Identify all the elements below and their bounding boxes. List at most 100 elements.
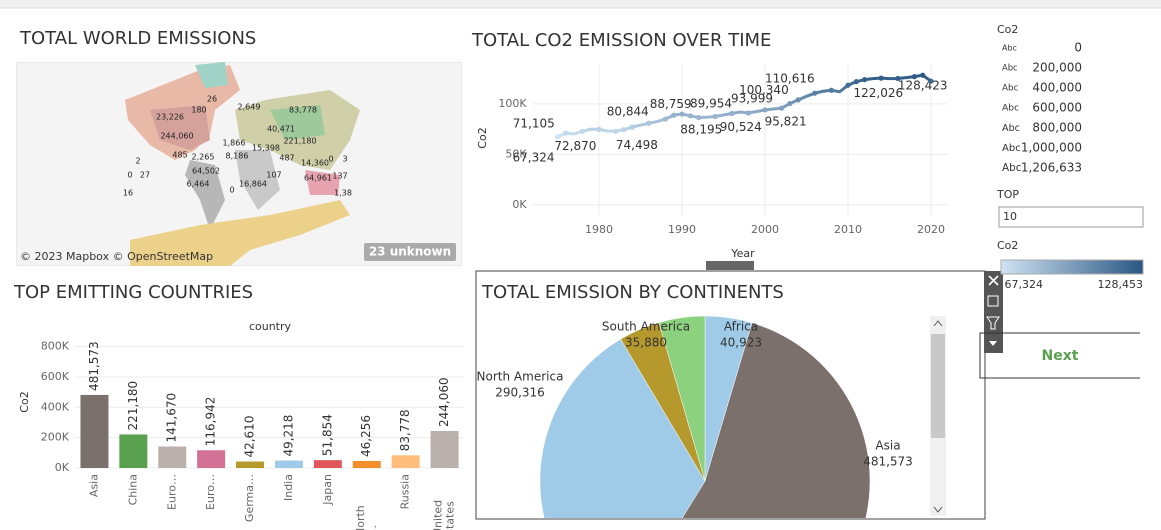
point bbox=[845, 82, 851, 88]
x-tick-label: 2010 bbox=[834, 223, 862, 236]
filter-icon[interactable] bbox=[986, 316, 1000, 330]
unknown-badge-text[interactable]: 23 unknown bbox=[369, 245, 451, 259]
slice-value: 40,923 bbox=[720, 336, 762, 350]
next-button[interactable]: Next bbox=[979, 332, 1140, 379]
size-legend-value: 0 bbox=[1074, 41, 1082, 55]
size-legend-marker: Abc bbox=[1002, 162, 1022, 174]
land bbox=[185, 160, 225, 230]
map-label: 137 bbox=[332, 172, 347, 181]
size-legend-value: 1,000,000 bbox=[1021, 141, 1082, 155]
slice-label: North America bbox=[477, 370, 564, 384]
point bbox=[862, 77, 868, 83]
top-input[interactable] bbox=[998, 206, 1144, 228]
land bbox=[305, 170, 340, 195]
point bbox=[812, 90, 818, 96]
bar bbox=[352, 460, 381, 468]
y-axis-title: Co2 bbox=[476, 127, 489, 148]
close-icon[interactable] bbox=[988, 275, 999, 286]
data-label: 244,060 bbox=[437, 377, 451, 427]
size-legend-value: 1,206,633 bbox=[1021, 161, 1082, 175]
size-legend: Abc 0 Abc 200,000 Abc 400,000 Abc 600,000 Abc 800… bbox=[1002, 41, 1082, 175]
land bbox=[195, 62, 228, 88]
data-label: 88,759 bbox=[650, 97, 692, 111]
point bbox=[679, 111, 685, 117]
map-label: 26 bbox=[207, 95, 217, 104]
line bbox=[556, 73, 932, 139]
data-label: 90,524 bbox=[720, 120, 762, 134]
map-label: 14,360 bbox=[301, 159, 329, 168]
top-input-value[interactable]: 10 bbox=[1003, 210, 1017, 223]
size-legend-marker: Abc bbox=[1002, 84, 1019, 94]
x-tick-label: Germa… bbox=[243, 474, 256, 522]
y-tick-label: 100K bbox=[498, 97, 527, 110]
x-tick-label: Russia bbox=[399, 474, 412, 509]
data-label: 481,573 bbox=[87, 341, 101, 391]
land bbox=[130, 200, 350, 266]
data-label: 116,942 bbox=[204, 397, 218, 447]
map-label: 6,464 bbox=[187, 180, 210, 189]
y-axis-title: Co2 bbox=[18, 391, 31, 412]
top-strip bbox=[0, 0, 1161, 8]
bar-title: TOP EMITTING COUNTRIES bbox=[13, 282, 253, 303]
map-label: 221,180 bbox=[283, 137, 316, 146]
y-tick-label: 400K bbox=[41, 400, 70, 413]
x-tick-label: 1990 bbox=[668, 223, 696, 236]
x-tick-label: India bbox=[282, 474, 295, 501]
map-label: 40,471 bbox=[267, 125, 295, 134]
point bbox=[563, 130, 569, 136]
x-tick-label: Japan bbox=[321, 474, 334, 506]
menu-icon[interactable] bbox=[989, 341, 997, 346]
size-legend-marker: Abc bbox=[1002, 44, 1017, 53]
popout-icon[interactable] bbox=[987, 295, 999, 307]
size-legend-value: 200,000 bbox=[1032, 61, 1082, 75]
bar bbox=[197, 450, 226, 468]
size-legend-title: Co2 bbox=[997, 23, 1018, 36]
map-label: 64,502 bbox=[192, 167, 220, 176]
scroll-down[interactable] bbox=[933, 506, 943, 513]
data-label: 88,195 bbox=[680, 122, 722, 136]
y-tick-label: 600K bbox=[41, 370, 70, 383]
map-label: 1,38 bbox=[334, 189, 352, 198]
point bbox=[878, 75, 884, 81]
color-legend-labels: 67,324 bbox=[1005, 278, 1044, 291]
size-legend-marker: Abc bbox=[1002, 143, 1021, 154]
map-label: 2 bbox=[135, 157, 140, 166]
next-button-border bbox=[979, 332, 1140, 379]
point bbox=[729, 110, 735, 117]
bar bbox=[80, 394, 109, 468]
scroll-thumb[interactable] bbox=[931, 334, 945, 438]
data-label: 93,999 bbox=[731, 91, 773, 105]
x-tick-label: Asia bbox=[87, 474, 100, 497]
point bbox=[621, 127, 627, 133]
size-legend-value: 600,000 bbox=[1032, 101, 1082, 115]
map-label: 0 bbox=[127, 171, 132, 180]
size-legend-value: 800,000 bbox=[1032, 121, 1082, 135]
data-label: 221,180 bbox=[126, 381, 140, 431]
map-label: 0 bbox=[229, 186, 234, 195]
slice-label: Africa bbox=[724, 320, 758, 334]
y-tick-label: 200K bbox=[41, 431, 70, 444]
next-button-label[interactable]: Next bbox=[1042, 348, 1079, 364]
x-tick-label: 2020 bbox=[917, 223, 945, 236]
point bbox=[629, 124, 635, 130]
land bbox=[270, 105, 325, 140]
point bbox=[787, 100, 793, 107]
top-label: TOP bbox=[996, 188, 1019, 201]
data-label: 95,821 bbox=[765, 115, 807, 129]
map-label: 27 bbox=[140, 171, 150, 180]
data-label: 67,324 bbox=[513, 150, 555, 164]
map-label: 23,226 bbox=[156, 113, 184, 122]
color-legend-max: 128,453 bbox=[1098, 278, 1144, 291]
scroll-up[interactable] bbox=[933, 320, 943, 327]
size-legend-marker: Abc bbox=[1002, 123, 1020, 134]
data-label: 122,026 bbox=[853, 86, 903, 100]
unknown-badge[interactable] bbox=[364, 243, 456, 261]
pie-labels: Africa 40,923 Asia 481,573 North America 290,… bbox=[477, 320, 913, 469]
point bbox=[613, 128, 619, 134]
data-label: 110,616 bbox=[765, 72, 815, 86]
data-label: 89,954 bbox=[690, 97, 732, 111]
pie-chart bbox=[539, 315, 871, 518]
drag-handle[interactable] bbox=[706, 261, 754, 270]
x-tick-label: China bbox=[126, 474, 139, 505]
